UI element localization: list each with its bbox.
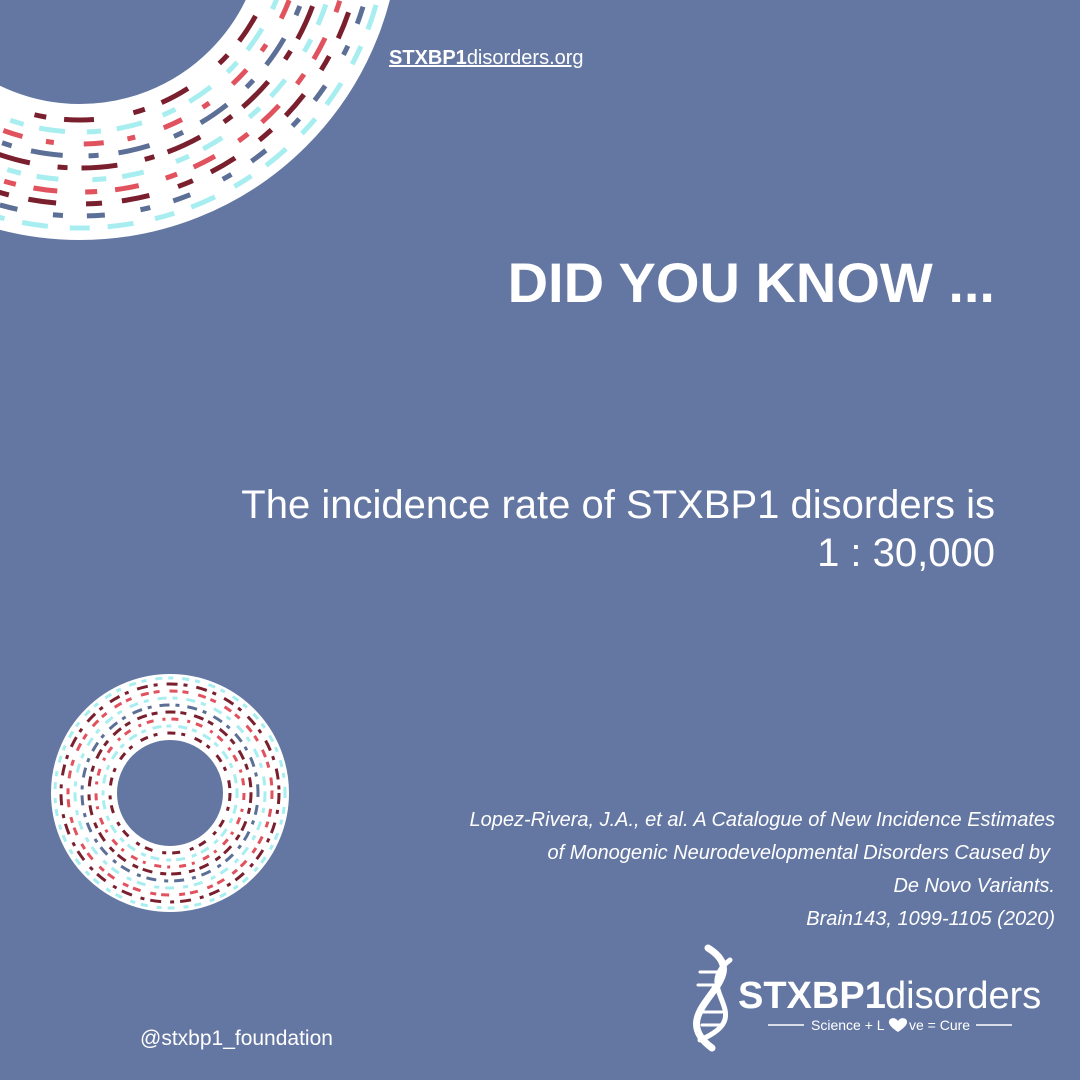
heart-icon	[888, 1018, 908, 1032]
website-rest[interactable]: disorders.org	[467, 47, 584, 69]
statement-line: The incidence rate of STXBP1 disorders i…	[241, 483, 995, 527]
website-link[interactable]: STXBP1disorders.org	[389, 47, 584, 69]
tagline-start: Science + L	[811, 1017, 885, 1033]
website-bold[interactable]: STXBP1	[389, 47, 467, 69]
citation-line: Lopez-Rivera, J.A., et al. A Catalogue o…	[470, 809, 1055, 831]
citation-line: Brain143, 1099-1105 (2020)	[806, 908, 1055, 930]
statement-line: 1 : 30,000	[817, 531, 995, 575]
citation-line: De Novo Variants.	[893, 875, 1055, 897]
social-handle: @stxbp1_foundation	[140, 1027, 333, 1050]
heading: DID YOU KNOW ...	[508, 251, 995, 314]
logo: STXBP1 disorders Science + L ve = Cure	[693, 944, 1041, 1052]
decor-ring-bottom	[51, 674, 289, 912]
decor-ring-top	[0, 0, 390, 240]
tagline-end: ve = Cure	[909, 1017, 970, 1033]
dna-icon	[693, 944, 733, 1052]
logo-name-light: disorders	[885, 975, 1041, 1017]
citation-line: of Monogenic Neurodevelopmental Disorder…	[548, 842, 1052, 864]
logo-name-bold: STXBP1	[738, 975, 886, 1017]
